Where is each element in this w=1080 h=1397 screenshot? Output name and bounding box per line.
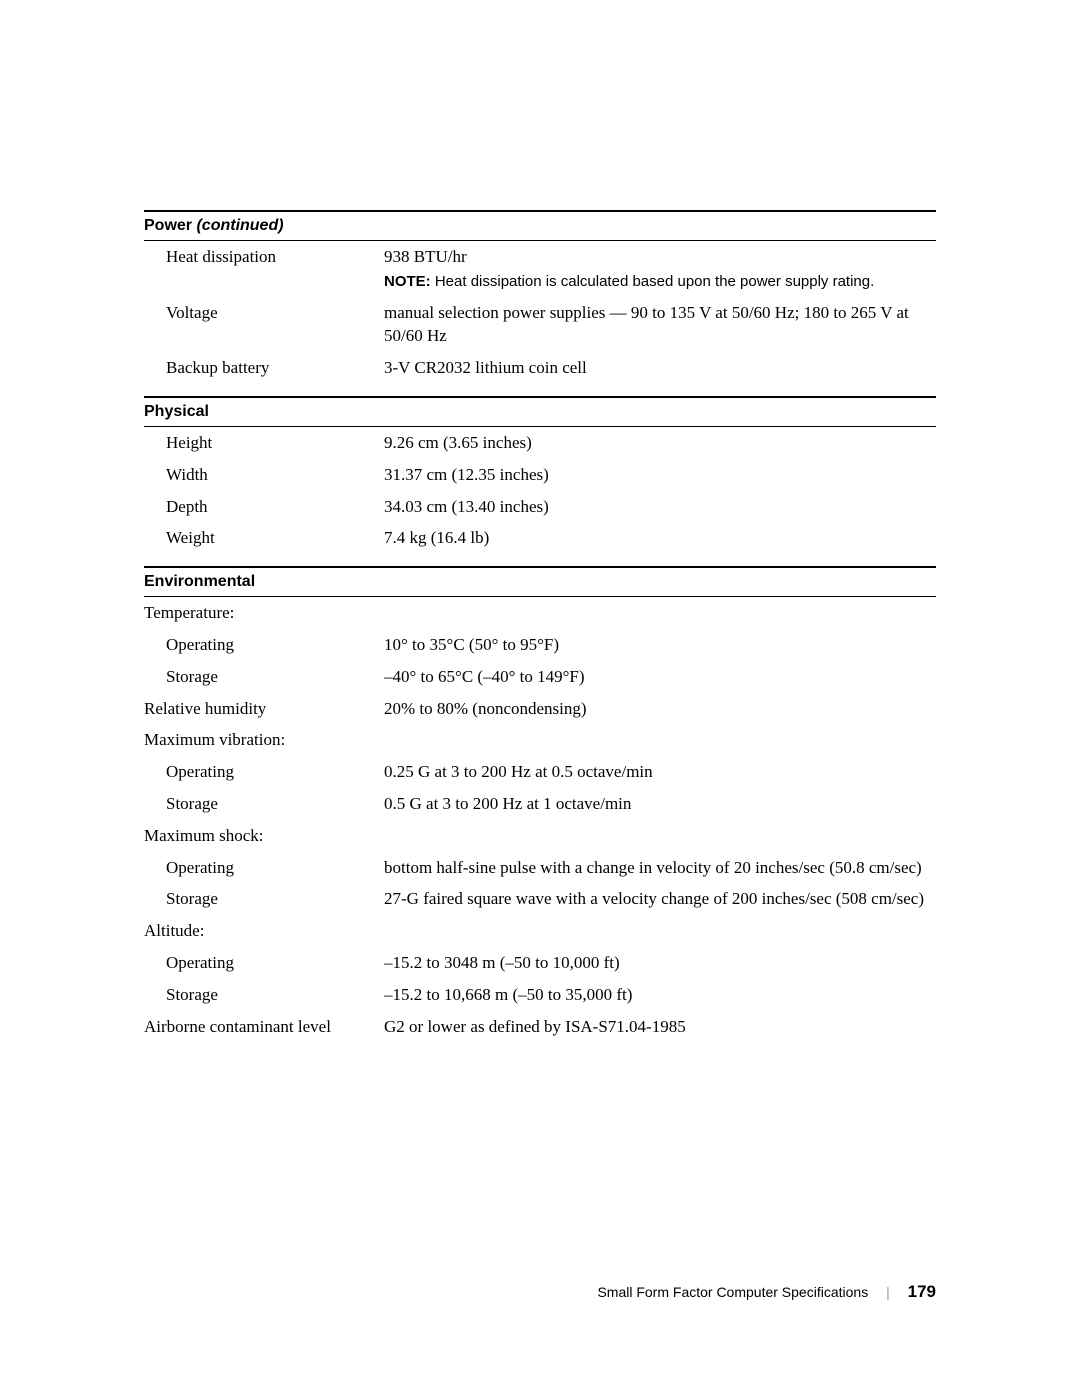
spec-row: Weight 7.4 kg (16.4 lb): [144, 522, 936, 554]
footer-page-number: 179: [908, 1282, 936, 1301]
spec-label: Weight: [144, 526, 384, 550]
spec-row: Storage 0.5 G at 3 to 200 Hz at 1 octave…: [144, 788, 936, 820]
spec-label: Height: [144, 431, 384, 455]
spec-value: [384, 824, 936, 848]
spec-row: Airborne contaminant level G2 or lower a…: [144, 1011, 936, 1043]
spec-value: –40° to 65°C (–40° to 149°F): [384, 665, 936, 689]
spec-value: 0.25 G at 3 to 200 Hz at 0.5 octave/min: [384, 760, 936, 784]
spec-row: Width 31.37 cm (12.35 inches): [144, 459, 936, 491]
spec-label: Operating: [144, 633, 384, 657]
spec-row: Backup battery 3-V CR2032 lithium coin c…: [144, 352, 936, 384]
section-title-environmental: Environmental: [144, 573, 255, 590]
spec-label: Altitude:: [144, 919, 384, 943]
spec-value: 3-V CR2032 lithium coin cell: [384, 356, 936, 380]
spec-label: Temperature:: [144, 601, 384, 625]
footer-separator: |: [886, 1284, 890, 1300]
spec-label: Storage: [144, 665, 384, 689]
spec-label: Width: [144, 463, 384, 487]
page-content: Power (continued) Heat dissipation 938 B…: [0, 0, 1080, 1042]
section-header-physical: Physical: [144, 396, 936, 427]
spec-row: Heat dissipation 938 BTU/hr NOTE: Heat d…: [144, 241, 936, 297]
spec-label: Storage: [144, 792, 384, 816]
spec-label: Maximum shock:: [144, 824, 384, 848]
spec-row: Operating 10° to 35°C (50° to 95°F): [144, 629, 936, 661]
spec-row: Operating 0.25 G at 3 to 200 Hz at 0.5 o…: [144, 756, 936, 788]
spec-value: manual selection power supplies — 90 to …: [384, 301, 936, 349]
spec-label: Depth: [144, 495, 384, 519]
spec-value: –15.2 to 10,668 m (–50 to 35,000 ft): [384, 983, 936, 1007]
spec-label: Maximum vibration:: [144, 728, 384, 752]
spec-value: 9.26 cm (3.65 inches): [384, 431, 936, 455]
spec-row: Operating –15.2 to 3048 m (–50 to 10,000…: [144, 947, 936, 979]
spec-row: Temperature:: [144, 597, 936, 629]
spec-value: bottom half-sine pulse with a change in …: [384, 856, 936, 880]
spec-row: Relative humidity 20% to 80% (noncondens…: [144, 693, 936, 725]
spec-label: Airborne contaminant level: [144, 1015, 384, 1039]
spec-value: G2 or lower as defined by ISA-S71.04-198…: [384, 1015, 936, 1039]
section-continued: (continued): [192, 217, 284, 234]
spec-label: Relative humidity: [144, 697, 384, 721]
spec-label: Storage: [144, 887, 384, 911]
spec-label: Backup battery: [144, 356, 384, 380]
spec-label: Operating: [144, 951, 384, 975]
spec-value: [384, 919, 936, 943]
note-text: Heat dissipation is calculated based upo…: [435, 273, 874, 290]
spec-value: 7.4 kg (16.4 lb): [384, 526, 936, 550]
spec-label: Operating: [144, 856, 384, 880]
spec-value: 20% to 80% (noncondensing): [384, 697, 936, 721]
spec-value: 938 BTU/hr NOTE: Heat dissipation is cal…: [384, 245, 936, 293]
spec-value: 27-G faired square wave with a velocity …: [384, 887, 936, 911]
spec-value: [384, 728, 936, 752]
spec-value: [384, 601, 936, 625]
spec-label: Operating: [144, 760, 384, 784]
spec-label: Voltage: [144, 301, 384, 349]
spec-value: 0.5 G at 3 to 200 Hz at 1 octave/min: [384, 792, 936, 816]
spec-value: 31.37 cm (12.35 inches): [384, 463, 936, 487]
spec-row: Voltage manual selection power supplies …: [144, 297, 936, 353]
spec-note: NOTE: Heat dissipation is calculated bas…: [384, 269, 936, 293]
section-title-power: Power: [144, 217, 192, 234]
spec-row: Height 9.26 cm (3.65 inches): [144, 427, 936, 459]
spec-row: Storage –40° to 65°C (–40° to 149°F): [144, 661, 936, 693]
spec-row: Storage –15.2 to 10,668 m (–50 to 35,000…: [144, 979, 936, 1011]
note-label: NOTE:: [384, 273, 435, 290]
spec-row: Altitude:: [144, 915, 936, 947]
spec-row: Depth 34.03 cm (13.40 inches): [144, 491, 936, 523]
spec-value: 34.03 cm (13.40 inches): [384, 495, 936, 519]
section-header-power: Power (continued): [144, 210, 936, 241]
page-footer: Small Form Factor Computer Specification…: [597, 1282, 936, 1302]
spec-label: Heat dissipation: [144, 245, 384, 293]
spec-label: Storage: [144, 983, 384, 1007]
spec-value: –15.2 to 3048 m (–50 to 10,000 ft): [384, 951, 936, 975]
spec-row: Storage 27-G faired square wave with a v…: [144, 883, 936, 915]
section-header-environmental: Environmental: [144, 566, 936, 597]
spec-row: Operating bottom half-sine pulse with a …: [144, 852, 936, 884]
footer-title: Small Form Factor Computer Specification…: [597, 1284, 868, 1300]
section-title-physical: Physical: [144, 403, 209, 420]
spec-row: Maximum shock:: [144, 820, 936, 852]
spec-value: 10° to 35°C (50° to 95°F): [384, 633, 936, 657]
spec-value-text: 938 BTU/hr: [384, 245, 936, 269]
spec-row: Maximum vibration:: [144, 724, 936, 756]
